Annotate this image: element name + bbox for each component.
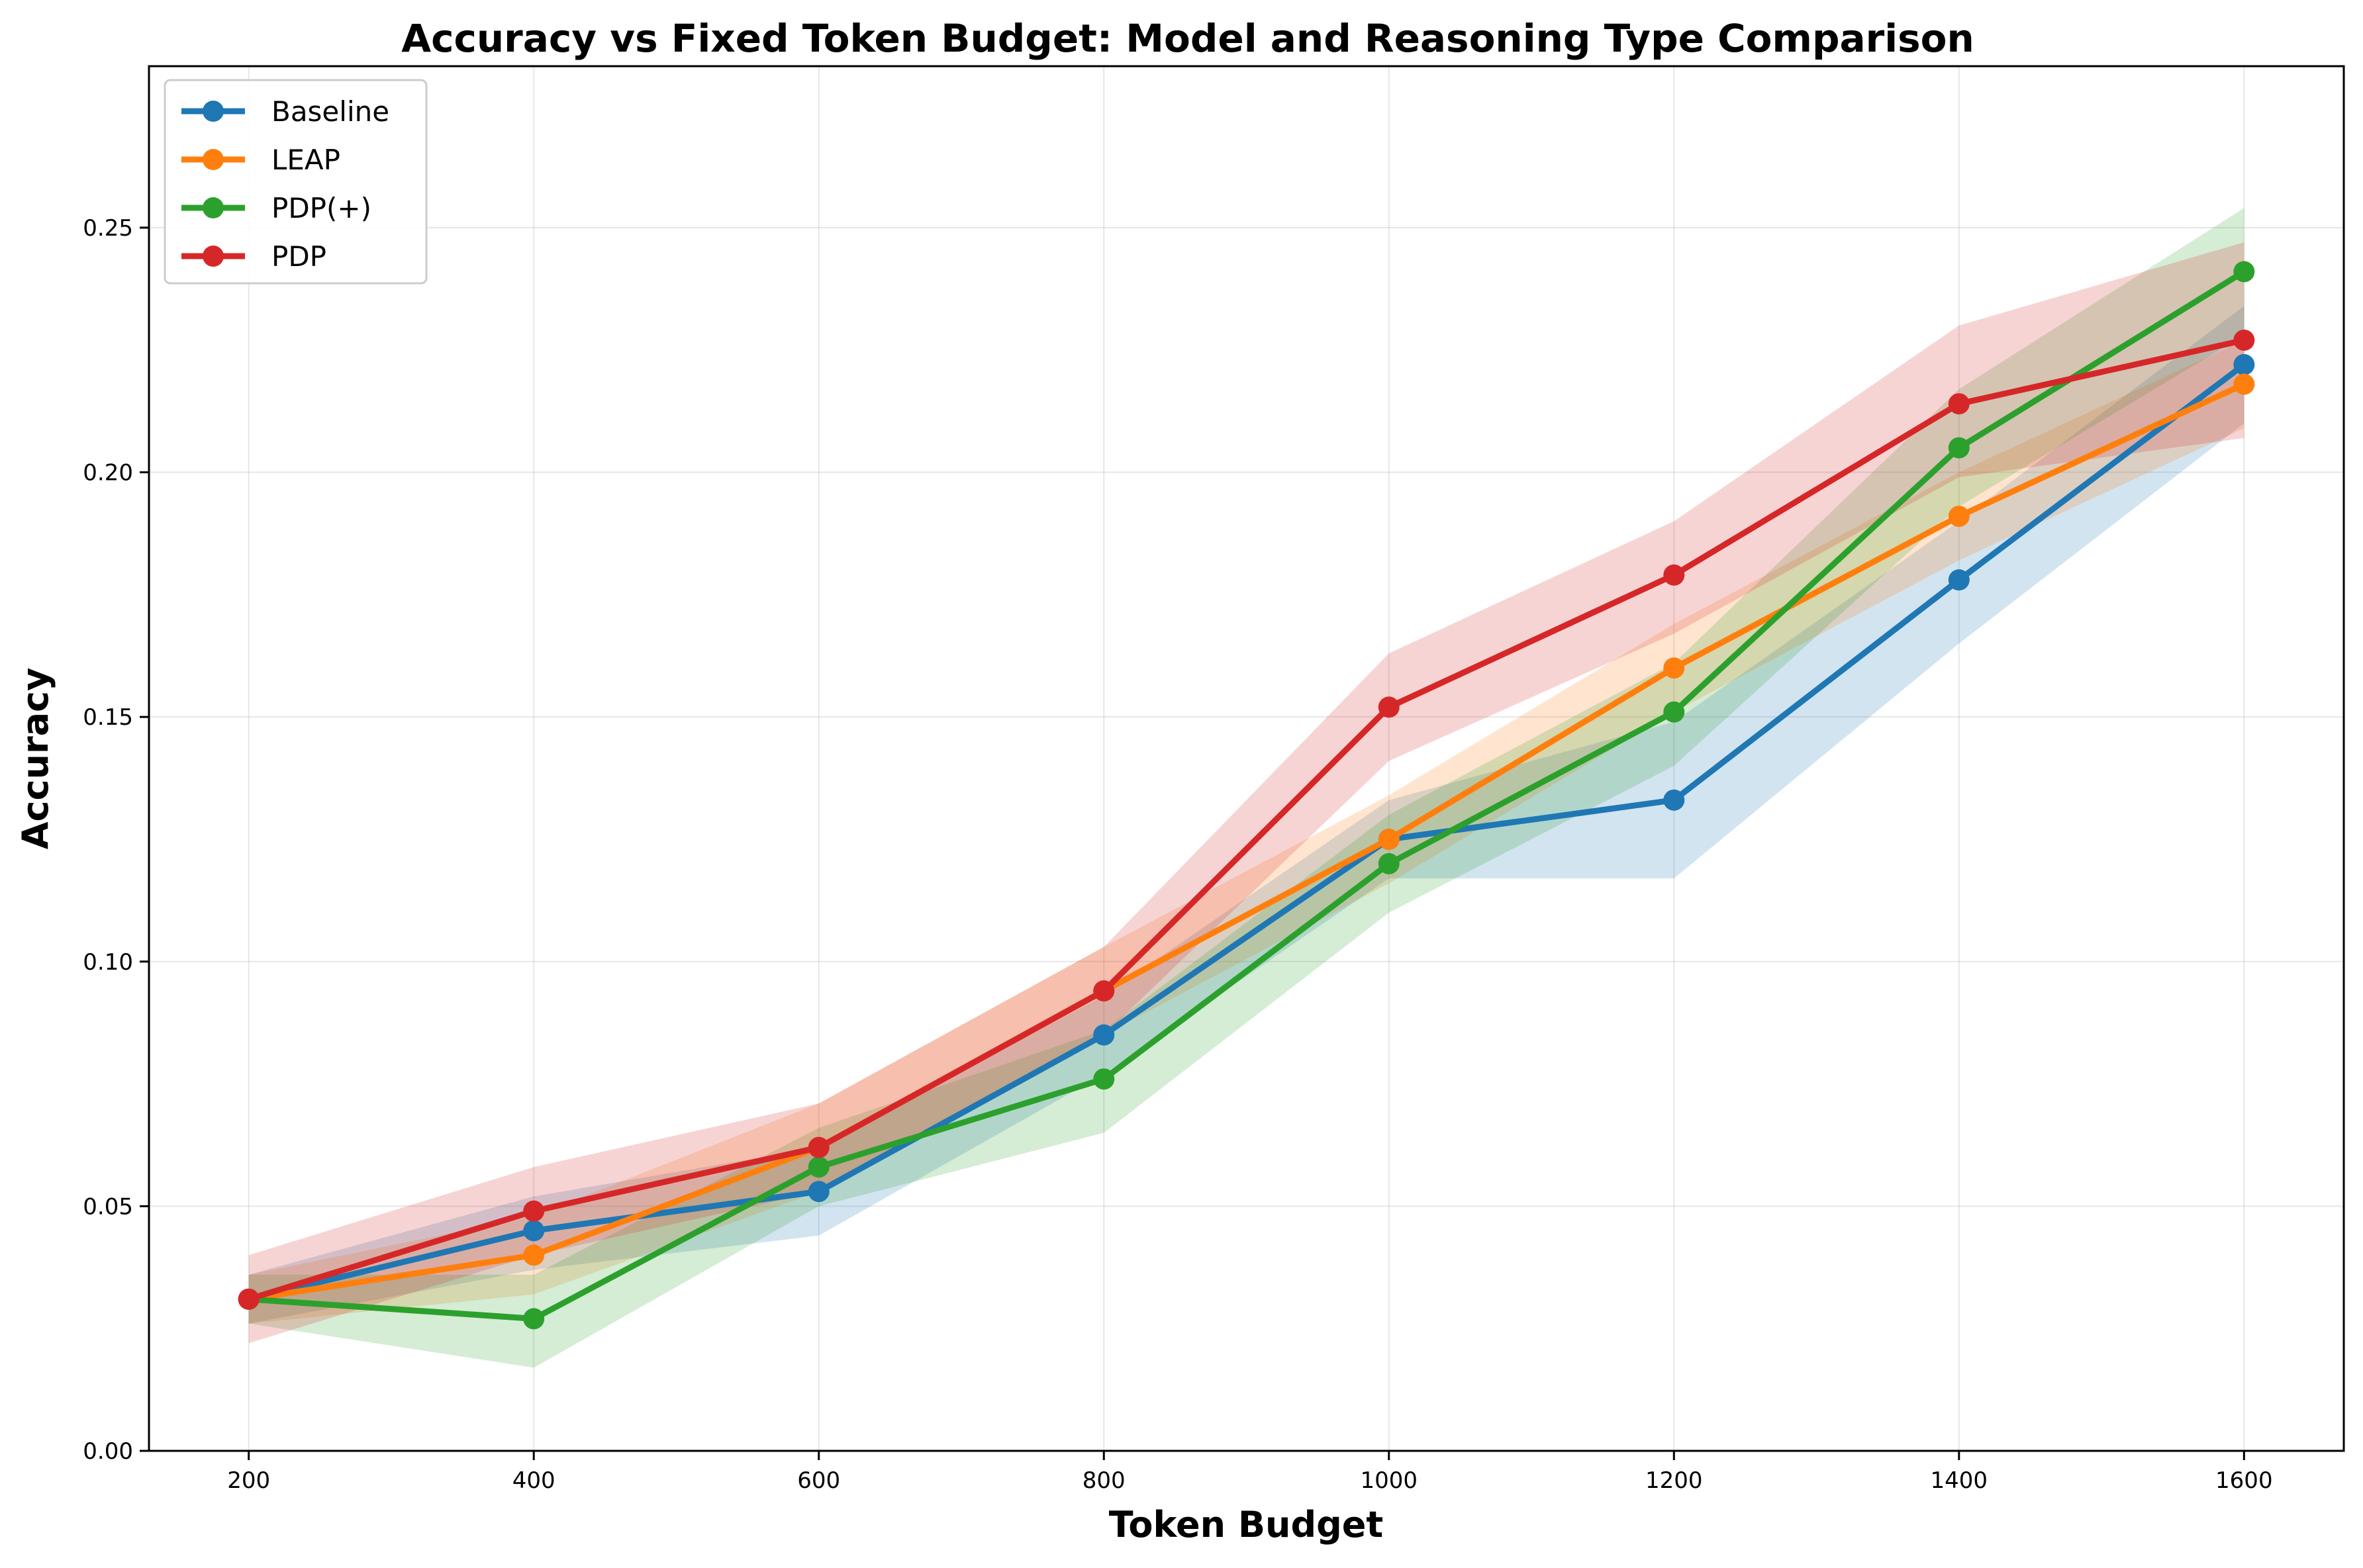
line-leap <box>246 381 2247 1303</box>
y-tick-label: 0.25 <box>83 215 133 242</box>
grid-lines <box>149 66 2344 1452</box>
plot-frame <box>148 65 2345 1452</box>
legend-label-pdp: PDP(+) <box>271 192 371 224</box>
point-leap <box>1948 506 1970 528</box>
legend-label-baseline: Baseline <box>271 95 389 128</box>
point-pdp <box>1663 701 1685 723</box>
point-pdp <box>1948 437 1970 459</box>
legend-marker-pdp <box>203 246 224 267</box>
x-tick-label: 1000 <box>1360 1467 1418 1494</box>
point-pdp <box>808 1136 830 1158</box>
y-tick-label: 0.00 <box>83 1438 133 1465</box>
confidence-bands <box>248 208 2244 1368</box>
band-leap <box>248 340 2244 1324</box>
point-pdp <box>1093 1068 1115 1090</box>
series-lines <box>246 268 2247 1322</box>
x-tick-label: 800 <box>1083 1467 1126 1494</box>
y-tick-label: 0.10 <box>83 949 133 976</box>
line-baseline <box>246 361 2247 1303</box>
point-pdp <box>523 1308 545 1330</box>
point-pdp <box>1663 564 1685 586</box>
point-baseline <box>1948 569 1970 591</box>
point-pdp <box>2233 329 2255 351</box>
band-baseline <box>248 306 2244 1324</box>
x-tick-label: 400 <box>512 1467 555 1494</box>
point-pdp <box>1378 853 1400 874</box>
y-tick-label: 0.15 <box>83 704 133 731</box>
point-pdp <box>2233 261 2255 283</box>
x-axis-label: Token Budget <box>1109 1504 1383 1545</box>
point-baseline <box>808 1181 830 1203</box>
line-pdp <box>246 337 2247 1303</box>
chart-title: Accuracy vs Fixed Token Budget: Model an… <box>401 16 1974 61</box>
x-tick-label: 1400 <box>1931 1467 1988 1494</box>
point-pdp <box>238 1288 260 1310</box>
x-axis-ticks: 200 400 600 800 1000 1200 1400 1600 <box>227 1451 2273 1494</box>
series-markers <box>238 261 2255 1330</box>
x-tick-label: 1600 <box>2215 1467 2273 1494</box>
point-baseline <box>1093 1024 1115 1046</box>
point-pdp <box>523 1200 545 1222</box>
x-tick-label: 200 <box>227 1467 270 1494</box>
legend-marker-leap <box>203 149 224 170</box>
legend-label-pdp: PDP <box>271 240 326 273</box>
legend-label-leap: LEAP <box>271 144 340 176</box>
legend-marker-baseline <box>203 101 224 122</box>
legend: Baseline LEAP PDP(+) PDP <box>164 79 428 285</box>
legend-box <box>164 79 428 285</box>
point-pdp <box>1093 980 1115 1002</box>
x-tick-label: 1200 <box>1645 1467 1703 1494</box>
point-pdp <box>1948 393 1970 415</box>
x-tick-label: 600 <box>797 1467 840 1494</box>
y-tick-label: 0.05 <box>83 1193 133 1220</box>
line-pdp <box>246 268 2247 1322</box>
point-leap <box>523 1244 545 1266</box>
point-baseline <box>1663 789 1685 811</box>
point-pdp <box>808 1156 830 1178</box>
point-leap <box>2233 373 2255 395</box>
y-axis-label: Accuracy <box>15 668 56 850</box>
point-baseline <box>523 1220 545 1242</box>
legend-marker-pdp <box>203 197 224 218</box>
y-axis-ticks: 0.00 0.05 0.10 0.15 0.20 0.25 <box>83 215 149 1465</box>
band-pdp <box>248 242 2244 1344</box>
y-tick-label: 0.20 <box>83 460 133 486</box>
point-pdp <box>1378 696 1400 718</box>
point-baseline <box>2233 353 2255 375</box>
point-leap <box>1378 828 1400 850</box>
point-leap <box>1663 657 1685 679</box>
